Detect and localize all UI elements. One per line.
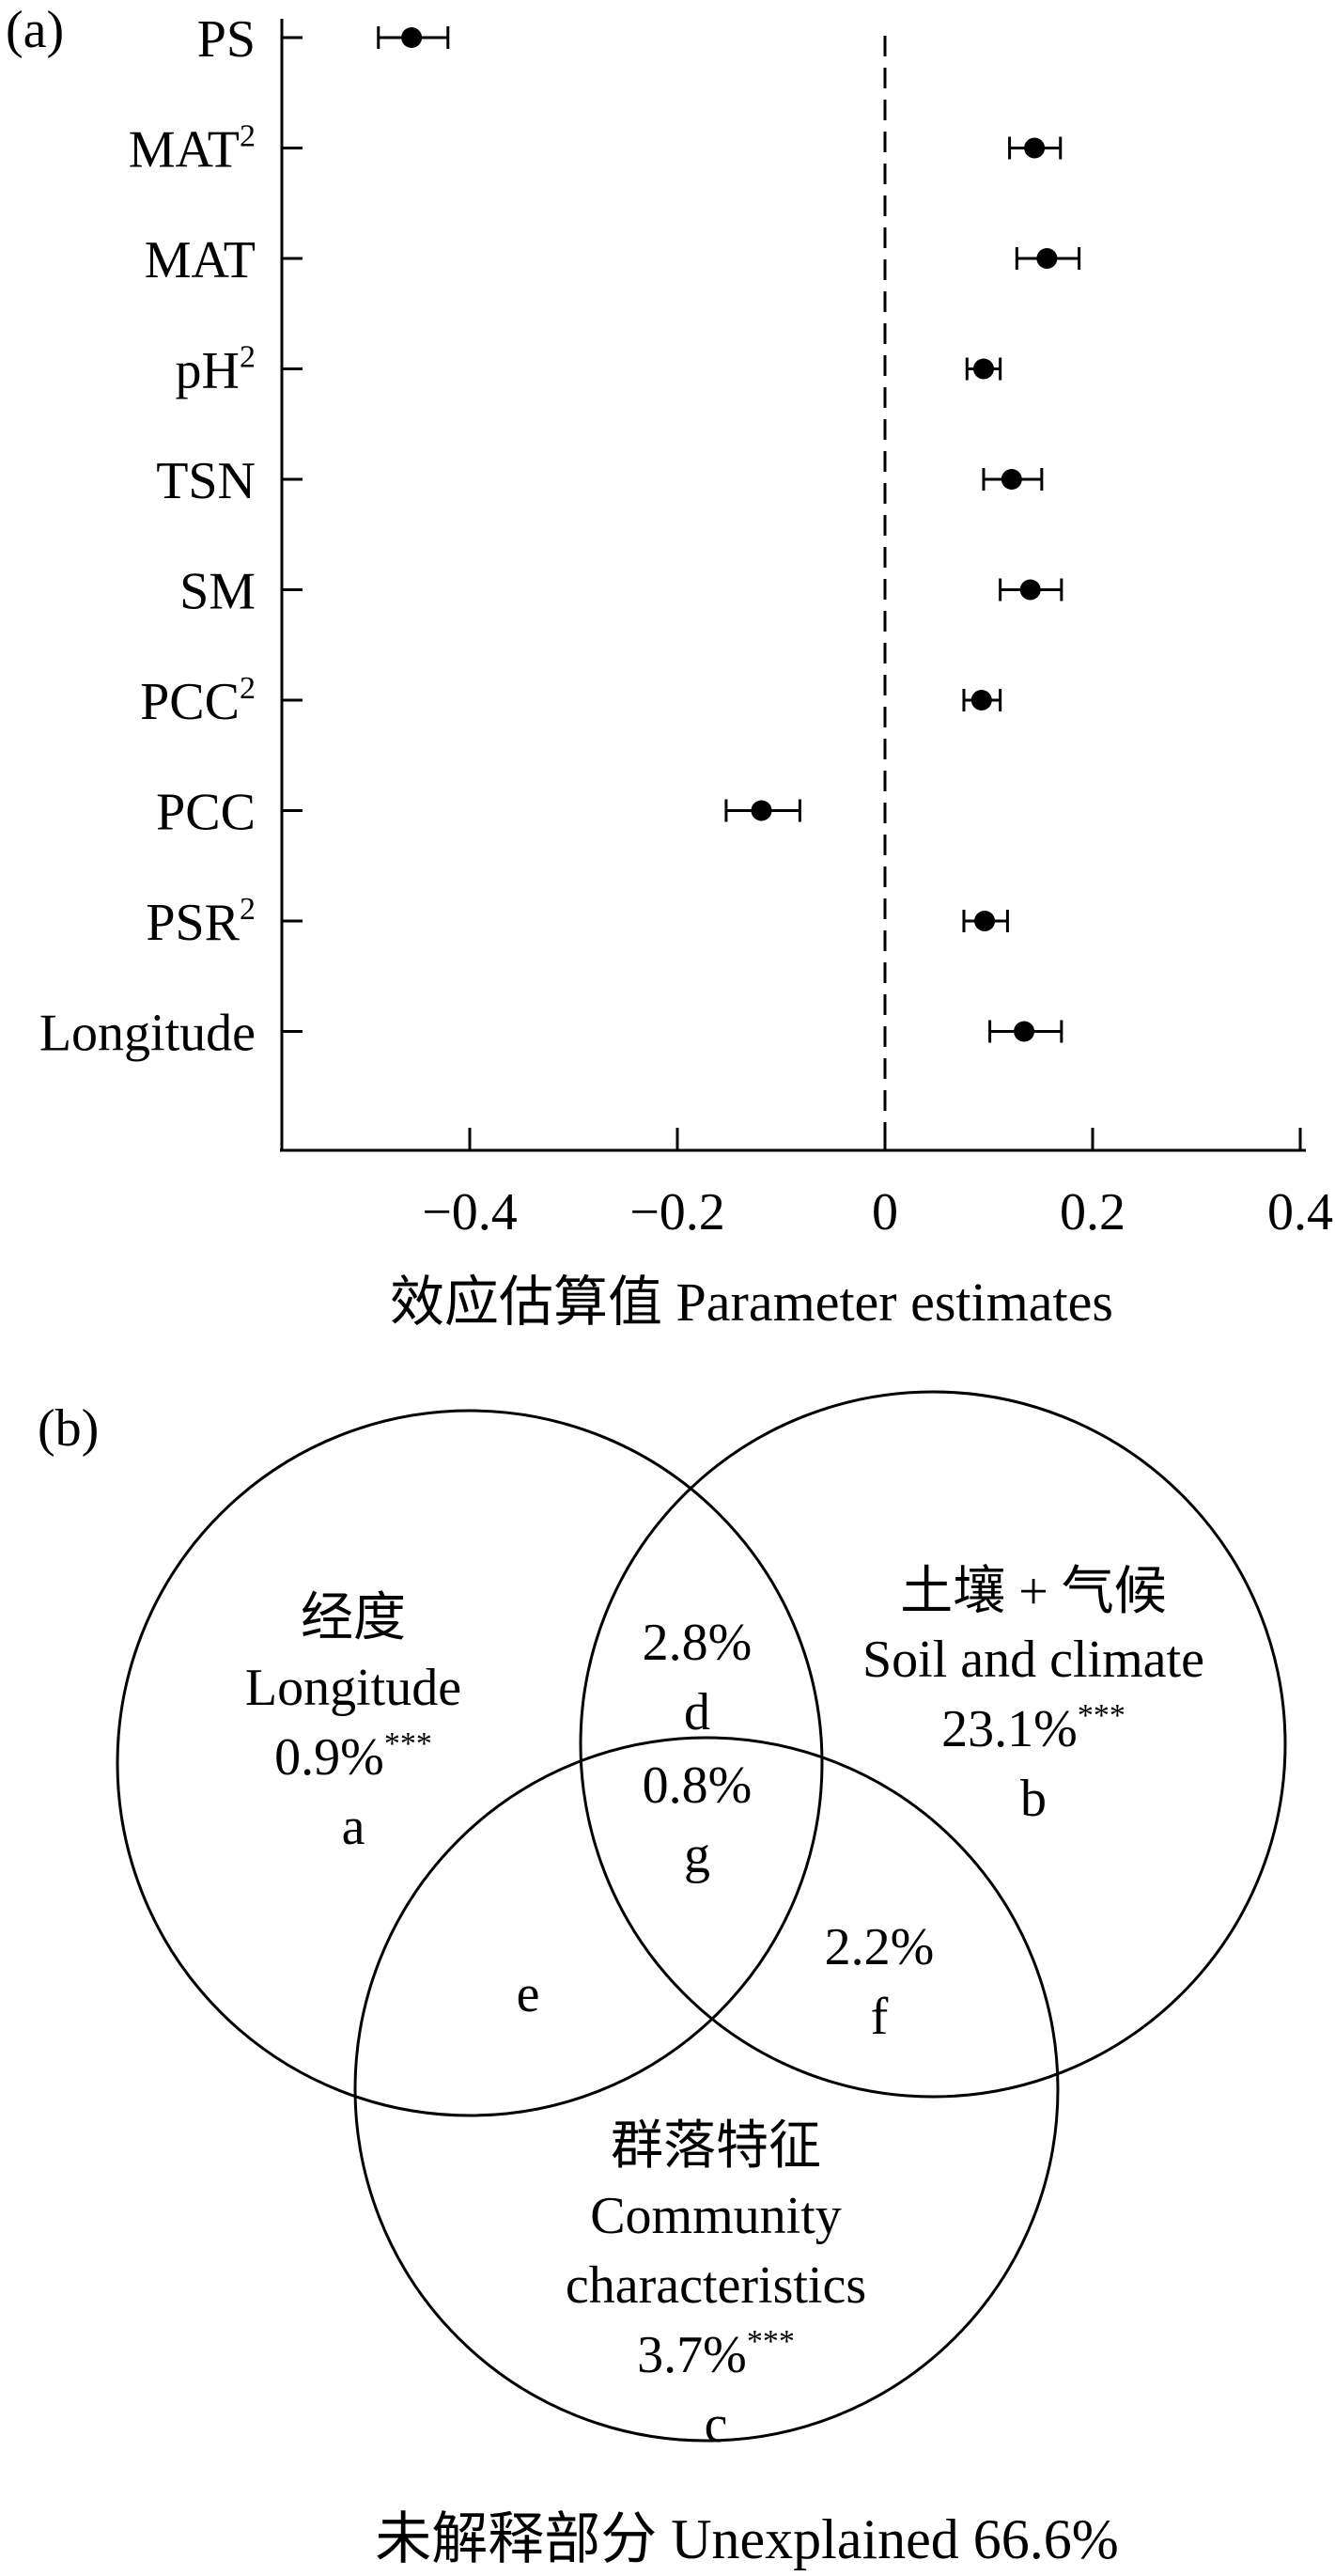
venn-circle-longitude [116, 1409, 824, 2117]
region-d-value: 2.8% [643, 1614, 753, 1672]
panel-b-label: (b) [38, 1399, 99, 1458]
region-g-letter: g [684, 1826, 710, 1884]
point-pcc2 [970, 690, 992, 710]
region-f-letter: f [871, 1988, 889, 2046]
point-sm [1019, 579, 1041, 601]
point-ph2 [972, 358, 994, 380]
region-d-letter: d [684, 1683, 710, 1741]
venn-circle-soil-climate [579, 1390, 1287, 2099]
y-tick-label-pcc: PCC [156, 784, 256, 842]
region-g-value: 0.8% [643, 1756, 753, 1815]
x-tick-label-3: 0.2 [1060, 1183, 1125, 1241]
y-tick-label-tsn: TSN [156, 452, 256, 510]
y-tick-label-mat: MAT [145, 231, 256, 289]
y-tick-label-sm: SM [179, 563, 256, 621]
region-c-significance: *** [747, 2324, 795, 2359]
region-e-letter: e [517, 1965, 540, 2023]
region-b-letter: b [1020, 1770, 1047, 1828]
y-tick-label-pcc2: PCC2 [140, 671, 256, 731]
y-tick-marks [282, 36, 303, 1033]
error-bars [377, 26, 1081, 1043]
x-tick-marks [468, 1128, 1302, 1150]
region-c-zh-label: 群落特征 [611, 2117, 821, 2176]
panel-a-label: (a) [6, 1, 64, 59]
region-a-significance: *** [384, 1726, 432, 1761]
region-a-zh-label: 经度 [301, 1589, 406, 1647]
region-a-value: 0.9%*** [274, 1726, 432, 1787]
region-a-letter: a [342, 1798, 365, 1856]
region-b-value: 23.1%*** [941, 1698, 1125, 1758]
y-tick-label-ps: PS [197, 10, 256, 69]
point-tsn [1001, 469, 1022, 490]
y-tick-label-mat2: MAT2 [129, 119, 256, 180]
point-psr2 [974, 911, 996, 931]
region-f-value: 2.2% [825, 1918, 935, 1976]
point-mat2 [1024, 137, 1046, 159]
unexplained-footer: 未解释部分 Unexplained 66.6% [375, 2508, 1119, 2570]
region-c-value: 3.7%*** [637, 2324, 795, 2384]
region-c-en-label-line1: Community [590, 2187, 842, 2245]
region-c-letter: c [705, 2396, 728, 2454]
region-a-percent: 0.9% [274, 1728, 384, 1787]
venn-circle-community [353, 1736, 1060, 2443]
region-b-significance: *** [1078, 1698, 1125, 1733]
x-tick-label-4: 0.4 [1267, 1183, 1333, 1241]
point-ps [401, 27, 423, 48]
y-tick-labels: PS MAT2 MAT pH2 TSN SM PCC2 PCC PSR2 Longitude [39, 10, 256, 1063]
region-b-zh-label: 土壤 + 气候 [900, 1563, 1167, 1621]
panel-b-venn-diagram: (b) 经度 Longitude 0.9%*** a 土壤 + 气候 Soil … [38, 1390, 1287, 2570]
x-tick-labels: −0.4 −0.2 0 0.2 0.4 [422, 1183, 1333, 1241]
region-b-en-label: Soil and climate [862, 1631, 1204, 1689]
region-b-percent: 23.1% [941, 1700, 1078, 1758]
x-tick-label-0: −0.4 [422, 1183, 518, 1241]
y-tick-label-psr2: PSR2 [146, 892, 256, 952]
region-a-en-label: Longitude [245, 1659, 461, 1717]
x-axis-title: 效应估算值 Parameter estimates [390, 1272, 1113, 1333]
point-pcc [751, 800, 772, 821]
x-tick-label-2: 0 [872, 1183, 898, 1241]
point-mat [1036, 248, 1058, 269]
y-tick-label-longitude: Longitude [39, 1005, 256, 1063]
region-c-en-label-line2: characteristics [566, 2256, 866, 2315]
panel-a-coefficient-plot: (a) PS MAT2 MAT pH2 TSN SM PCC2 PCC PSR2 Longitud… [6, 1, 1333, 1333]
region-c-percent: 3.7% [637, 2326, 747, 2384]
y-tick-label-ph2: pH2 [176, 340, 256, 400]
point-longitude [1014, 1021, 1035, 1042]
estimate-points [401, 27, 1058, 1042]
x-tick-label-1: −0.2 [629, 1183, 725, 1241]
